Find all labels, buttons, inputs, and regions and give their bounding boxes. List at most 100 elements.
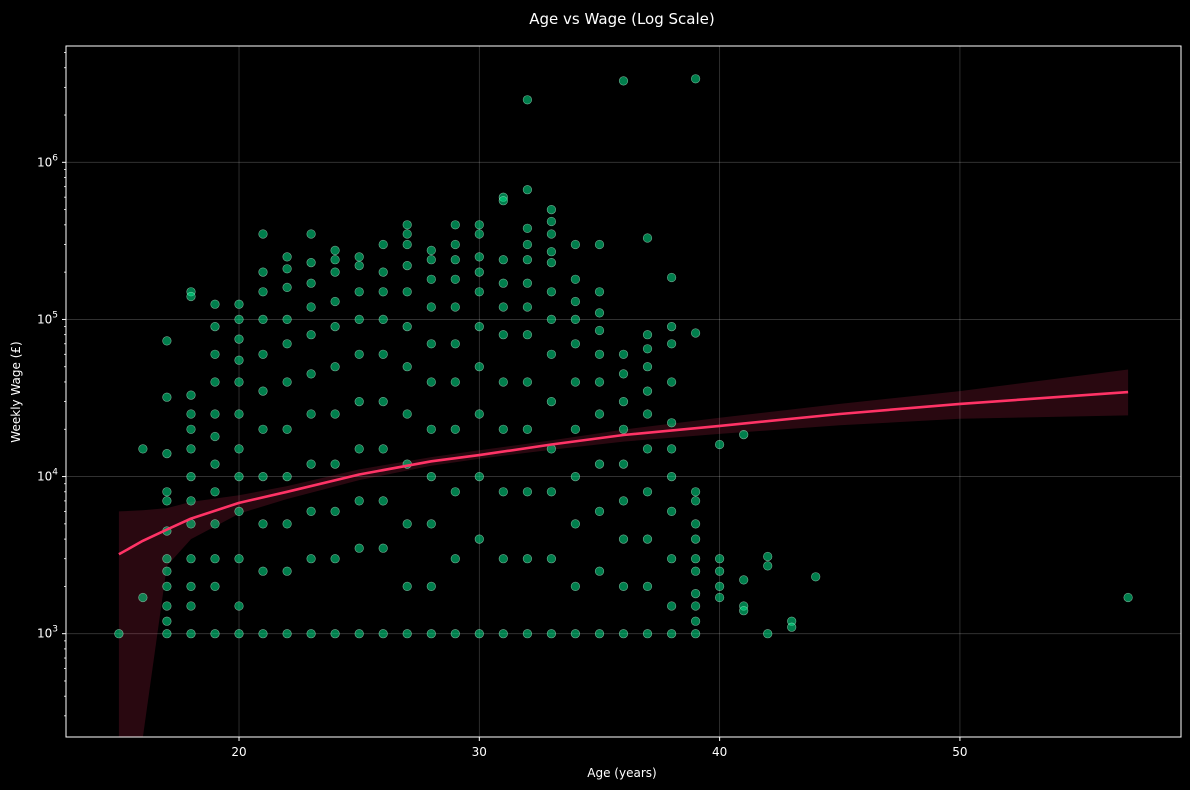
scatter-point bbox=[402, 322, 412, 332]
scatter-point bbox=[714, 581, 725, 592]
scatter-point bbox=[186, 424, 196, 434]
scatter-point bbox=[474, 220, 484, 230]
scatter-point bbox=[618, 369, 629, 379]
scatter-point bbox=[642, 362, 653, 372]
confidence-band-layer bbox=[118, 369, 1129, 737]
scatter-point bbox=[162, 392, 172, 402]
scatter-point bbox=[690, 588, 701, 599]
scatter-point bbox=[234, 629, 244, 639]
scatter-point bbox=[186, 409, 196, 419]
scatter-point bbox=[234, 355, 244, 365]
scatter-point bbox=[474, 252, 484, 262]
scatter-point bbox=[498, 424, 508, 434]
scatter-point bbox=[690, 629, 701, 639]
scatter-point bbox=[186, 581, 196, 592]
scatter-point bbox=[594, 566, 605, 576]
scatter-point bbox=[739, 606, 749, 616]
scatter-point bbox=[306, 506, 316, 517]
scatter-point bbox=[186, 496, 196, 506]
scatter-point bbox=[522, 278, 533, 288]
scatter-point bbox=[642, 409, 653, 419]
scatter-point bbox=[258, 386, 268, 396]
scatter-point bbox=[186, 554, 196, 564]
scatter-point bbox=[618, 76, 629, 86]
scatter-point bbox=[594, 459, 605, 469]
scatter-point bbox=[618, 534, 629, 544]
scatter-point bbox=[282, 472, 292, 482]
y-tick-label: 106 bbox=[37, 153, 58, 169]
scatter-point bbox=[763, 561, 773, 571]
scatter-point bbox=[210, 554, 220, 564]
scatter-point bbox=[282, 252, 292, 262]
scatter-point bbox=[642, 233, 653, 243]
scatter-point bbox=[594, 287, 605, 297]
scatter-point bbox=[402, 220, 412, 230]
scatter-point bbox=[282, 566, 292, 576]
scatter-point bbox=[450, 239, 460, 250]
fit-line-layer bbox=[118, 390, 1129, 556]
scatter-point bbox=[642, 534, 653, 544]
scatter-point bbox=[162, 566, 172, 576]
scatter-point bbox=[714, 592, 725, 603]
scatter-point bbox=[402, 287, 412, 297]
scatter-point bbox=[234, 506, 244, 517]
scatter-point bbox=[690, 566, 701, 576]
scatter-point bbox=[282, 314, 292, 325]
scatter-point bbox=[570, 239, 581, 250]
scatter-point bbox=[498, 487, 508, 497]
scatter-point bbox=[426, 245, 436, 255]
scatter-point bbox=[402, 362, 412, 372]
scatter-point bbox=[330, 629, 340, 639]
scatter-point bbox=[594, 506, 605, 517]
scatter-point bbox=[330, 245, 340, 255]
scatter-point bbox=[354, 496, 364, 506]
scatter-point bbox=[498, 629, 508, 639]
scatter-point bbox=[330, 322, 340, 332]
scatter-point bbox=[690, 534, 701, 544]
scatter-point bbox=[666, 322, 677, 332]
scatter-point bbox=[306, 278, 316, 288]
scatter-point bbox=[690, 601, 701, 611]
scatter-point bbox=[546, 314, 557, 325]
x-tick-label: 20 bbox=[231, 745, 246, 759]
scatter-point bbox=[642, 344, 653, 354]
scatter-point bbox=[498, 278, 508, 288]
scatter-point bbox=[546, 205, 557, 215]
scatter-point bbox=[642, 386, 653, 396]
scatter-point bbox=[594, 325, 605, 336]
scatter-point bbox=[306, 229, 316, 239]
scatter-point bbox=[258, 472, 268, 482]
scatter-point bbox=[522, 424, 533, 434]
scatter-point bbox=[306, 369, 316, 379]
scatter-point bbox=[210, 487, 220, 497]
scatter-point bbox=[282, 264, 292, 274]
scatter-point bbox=[402, 239, 412, 250]
scatter-point bbox=[402, 581, 412, 592]
scatter-point bbox=[522, 487, 533, 497]
scatter-point bbox=[402, 629, 412, 639]
scatter-point bbox=[258, 566, 268, 576]
scatter-point bbox=[330, 409, 340, 419]
scatter-point bbox=[282, 519, 292, 529]
scatter-point bbox=[402, 519, 412, 529]
scatter-point bbox=[618, 397, 629, 407]
scatter-point bbox=[666, 418, 677, 428]
scatter-point bbox=[234, 601, 244, 611]
grid-layer bbox=[66, 46, 1181, 737]
scatter-point bbox=[498, 554, 508, 564]
scatter-point bbox=[811, 572, 821, 582]
scatter-point bbox=[186, 601, 196, 611]
scatter-point bbox=[282, 629, 292, 639]
scatter-point bbox=[690, 519, 701, 529]
scatter-point bbox=[450, 255, 460, 265]
scatter-point bbox=[258, 629, 268, 639]
scatter-point bbox=[690, 487, 701, 497]
confidence-band bbox=[118, 369, 1129, 737]
fit-line bbox=[118, 390, 1129, 556]
scatter-point bbox=[474, 534, 484, 544]
scatter-point bbox=[378, 314, 388, 325]
scatter-point bbox=[258, 314, 268, 325]
scatter-point bbox=[474, 229, 484, 239]
scatter-point bbox=[186, 291, 196, 302]
